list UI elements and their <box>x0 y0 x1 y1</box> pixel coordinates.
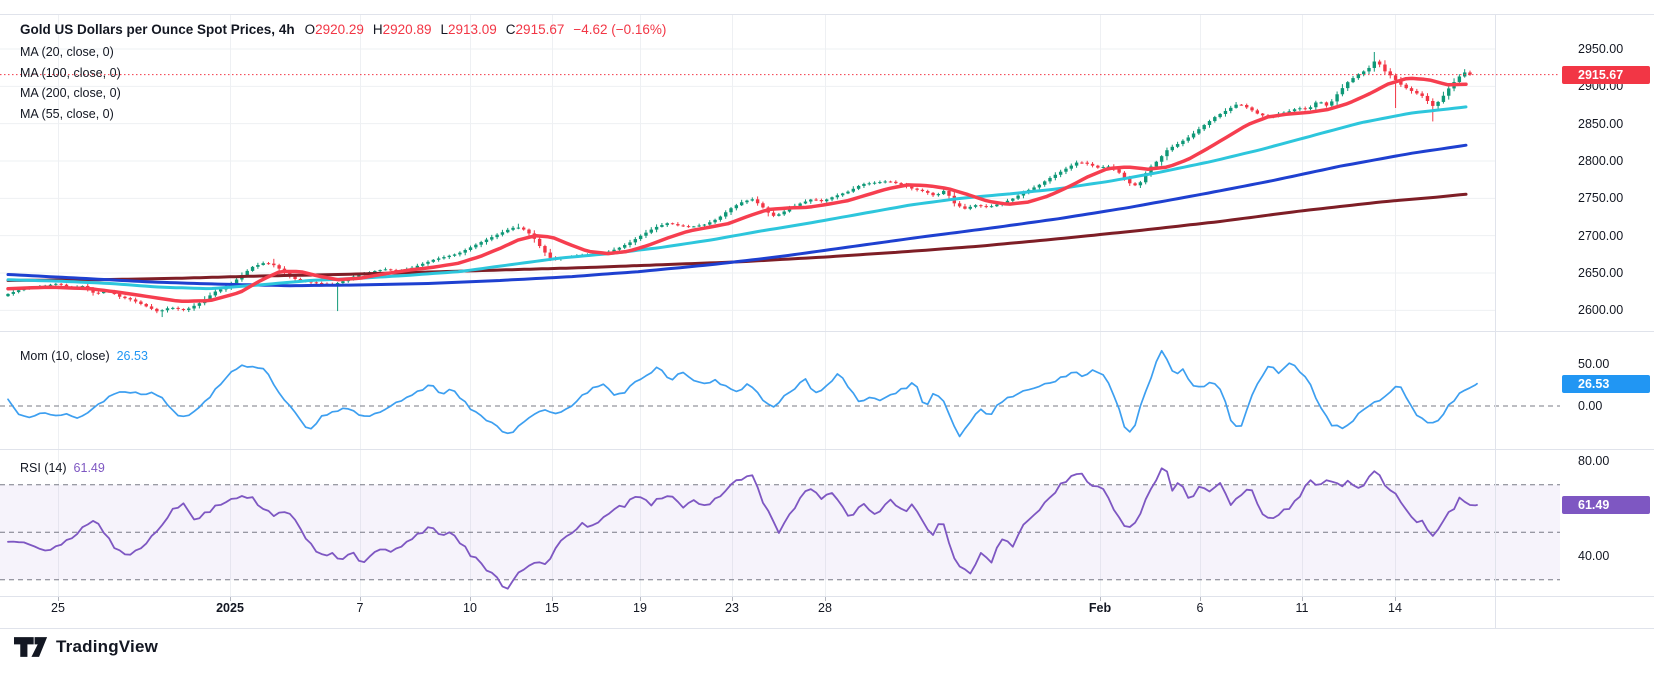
time-axis-label: 10 <box>463 601 477 615</box>
ma-legend-item[interactable]: MA (200, close, 0) <box>20 86 121 100</box>
price-axis-label: 2600.00 <box>1578 303 1624 318</box>
close-value: 2915.67 <box>515 22 565 37</box>
rsi-label: RSI (14) <box>20 461 67 475</box>
time-axis-label: Feb <box>1088 601 1112 615</box>
change-value: −4.62 (−0.16%) <box>573 22 667 37</box>
close-label: C <box>505 22 516 37</box>
ma-legend-item[interactable]: MA (55, close, 0) <box>20 106 114 121</box>
rsi-value: 61.49 <box>73 461 105 475</box>
momentum-axis-label: 0.00 <box>1578 399 1603 413</box>
price-axis-label: 2750.00 <box>1578 191 1624 206</box>
momentum-label: Mom (10, close) <box>20 349 110 363</box>
ma-legend: MA (20, close, 0) MA (100, close, 0) MA (2… <box>20 42 121 124</box>
tradingview-logo-icon <box>14 637 48 657</box>
time-axis-label: 28 <box>818 601 832 615</box>
rsi-axis-label: 80.00 <box>1578 454 1610 468</box>
price-axis-label: 2800.00 <box>1578 154 1624 168</box>
tradingview-logo-text: TradingView <box>56 637 159 656</box>
time-axis-label: 7 <box>356 601 364 615</box>
open-value: 2920.29 <box>315 22 364 37</box>
momentum-badge: 26.53 <box>1562 375 1650 393</box>
time-axis-label: 11 <box>1295 601 1309 615</box>
price-axis-label: 2850.00 <box>1578 116 1624 131</box>
ma-legend-item[interactable]: MA (100, close, 0) <box>20 65 121 80</box>
low-label: L <box>440 22 448 37</box>
momentum-axis-label: 50.00 <box>1578 357 1610 371</box>
time-axis-label: 15 <box>545 601 559 615</box>
ohlc-values: O2920.29 H2920.89 L2913.09 C2915.67 −4.6… <box>305 22 667 37</box>
low-value: 2913.09 <box>447 22 497 37</box>
time-axis-label: 14 <box>1388 601 1402 615</box>
symbol-legend[interactable]: Gold US Dollars per Ounce Spot Prices, 4… <box>20 22 666 37</box>
price-axis-label: 2700.00 <box>1578 228 1624 243</box>
time-axis-label: 2025 <box>216 601 244 615</box>
rsi-badge: 61.49 <box>1562 496 1650 514</box>
ma-legend-item[interactable]: MA (20, close, 0) <box>20 45 114 59</box>
time-axis-label: 6 <box>1196 601 1204 615</box>
time-axis-label: 19 <box>633 601 647 615</box>
time-axis-label: 25 <box>51 601 65 615</box>
price-axis-label: 2950.00 <box>1578 42 1624 56</box>
open-label: O <box>304 22 316 37</box>
price-axis-label: 2650.00 <box>1578 266 1624 280</box>
last-price-badge: 2915.67 <box>1562 66 1650 84</box>
momentum-value: 26.53 <box>116 349 148 363</box>
time-axis-label: 23 <box>725 601 739 615</box>
rsi-axis-label: 40.00 <box>1578 549 1610 563</box>
tradingview-attribution[interactable]: TradingView <box>14 636 158 658</box>
momentum-legend[interactable]: Mom (10, close) 26.53 <box>20 349 148 363</box>
high-label: H <box>372 22 383 37</box>
high-value: 2920.89 <box>382 22 432 37</box>
chart-title: Gold US Dollars per Ounce Spot Prices, 4… <box>20 22 295 37</box>
rsi-legend[interactable]: RSI (14) 61.49 <box>20 461 105 475</box>
